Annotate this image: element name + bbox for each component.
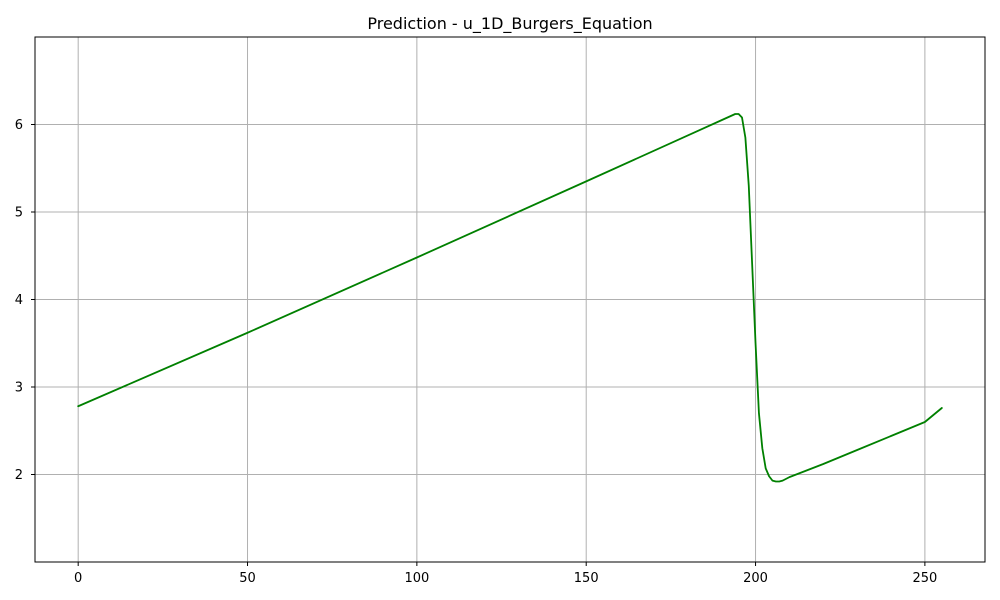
y-tick-label: 4 <box>15 293 23 308</box>
x-tick-label: 200 <box>743 571 768 586</box>
x-tick-label: 250 <box>912 571 937 586</box>
series-line <box>77 113 943 483</box>
x-tick-label: 100 <box>404 571 429 586</box>
tick-layer: 0 50 100 150 200 250 2 3 4 5 6 <box>15 118 938 586</box>
y-tick-label: 5 <box>15 206 23 221</box>
x-tick-label: 0 <box>74 571 82 586</box>
y-tick-label: 6 <box>15 118 23 133</box>
y-tick-label: 3 <box>15 381 23 396</box>
y-tick-label: 2 <box>15 468 23 483</box>
grid-layer <box>35 37 985 562</box>
series-layer <box>77 113 943 483</box>
x-tick-label: 150 <box>574 571 599 586</box>
x-tick-label: 50 <box>239 571 256 586</box>
chart-title: Prediction - u_1D_Burgers_Equation <box>367 14 652 34</box>
